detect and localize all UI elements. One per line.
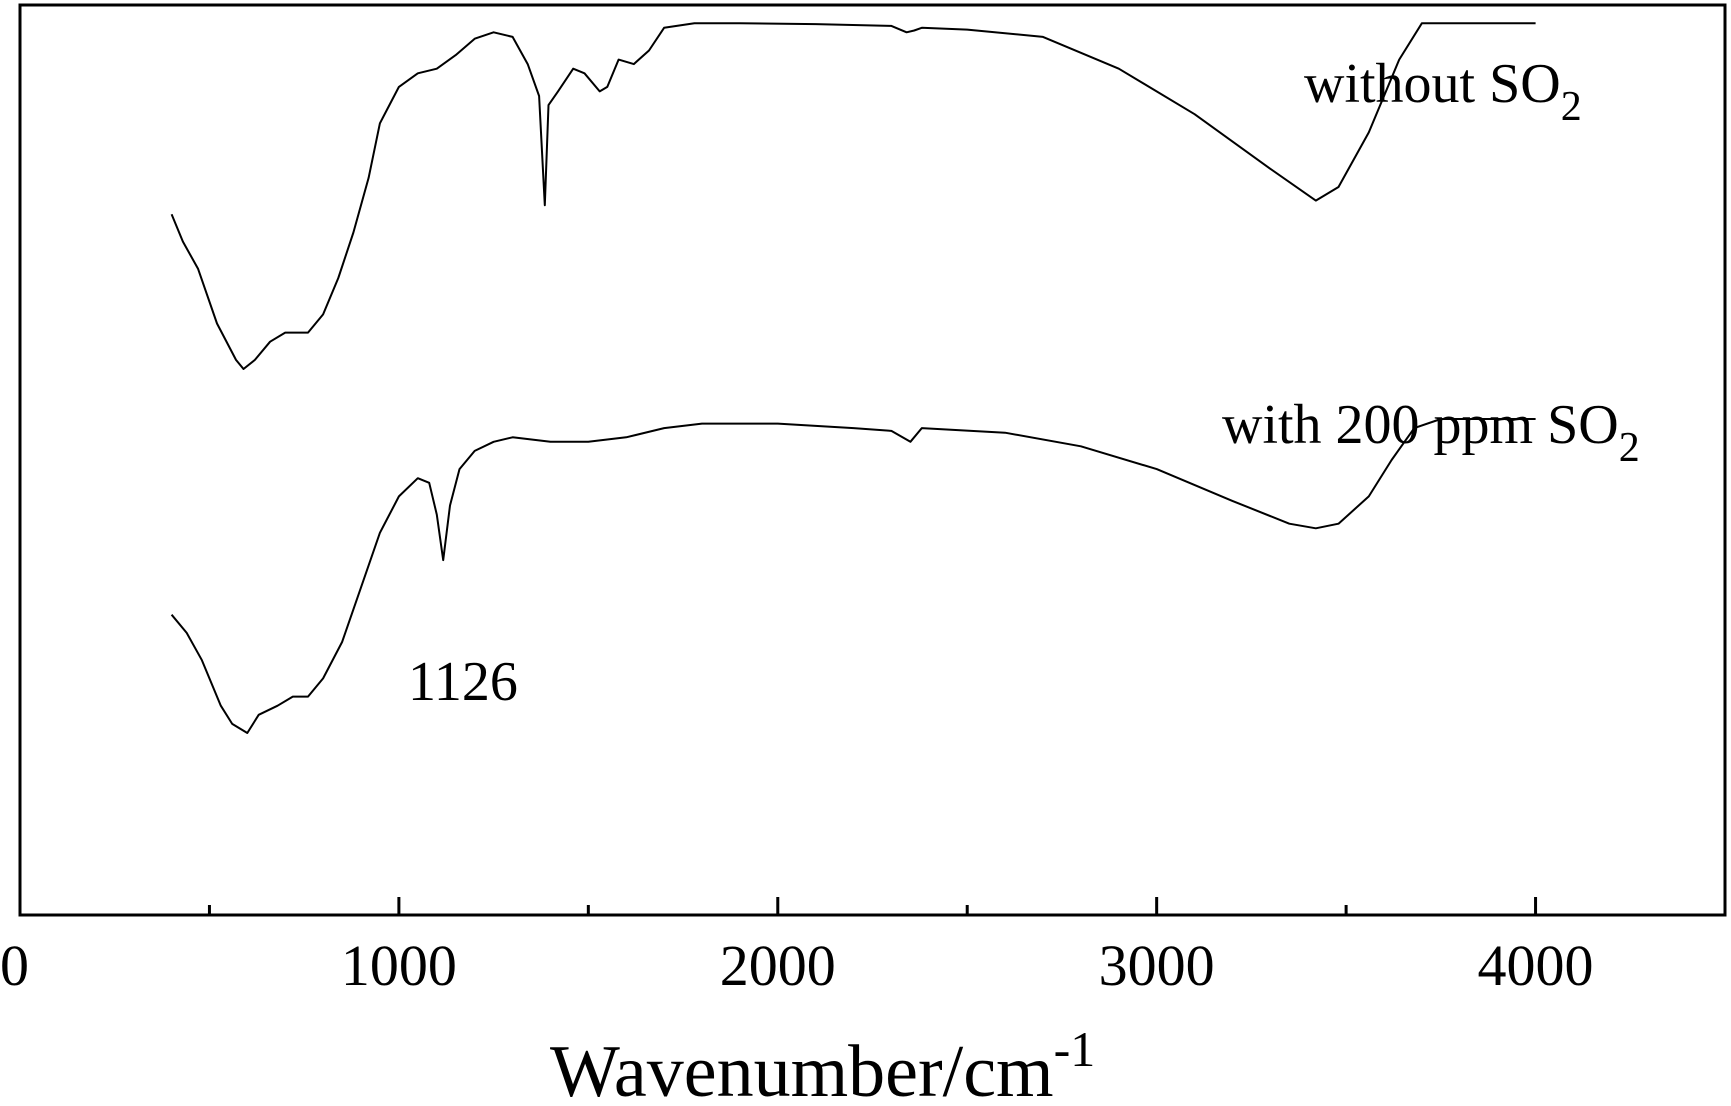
x-axis-tick-labels: 0 1000 2000 3000 4000 bbox=[0, 933, 1594, 998]
series-label-subscript: 2 bbox=[1561, 84, 1582, 130]
series-label-subscript: 2 bbox=[1619, 425, 1640, 471]
series-label-with-200ppm-so2: with 200 ppm SO2 bbox=[1222, 394, 1640, 471]
x-axis-label-superscript: -1 bbox=[1054, 1021, 1096, 1077]
x-tick-label: 1000 bbox=[341, 933, 457, 998]
x-tick-label: 3000 bbox=[1099, 933, 1215, 998]
x-tick-label: 0 bbox=[0, 933, 29, 998]
series-label-without-so2: without SO2 bbox=[1304, 53, 1582, 130]
series-label-main: with 200 ppm SO bbox=[1222, 394, 1619, 456]
plot-frame bbox=[18, 3, 1727, 917]
series-line-1 bbox=[170, 418, 1536, 734]
x-axis-label: Wavenumber/cm-1 bbox=[550, 1021, 1095, 1106]
x-axis-ticks bbox=[18, 897, 1538, 915]
series-label-main: without SO bbox=[1304, 53, 1561, 115]
series-lines bbox=[170, 22, 1536, 734]
x-tick-label: 4000 bbox=[1478, 933, 1594, 998]
series-line-0 bbox=[170, 22, 1536, 370]
x-tick-label: 2000 bbox=[720, 933, 836, 998]
x-axis-label-text: Wavenumber/cm bbox=[550, 1031, 1054, 1106]
peak-annotation-1126: 1126 bbox=[408, 651, 518, 713]
